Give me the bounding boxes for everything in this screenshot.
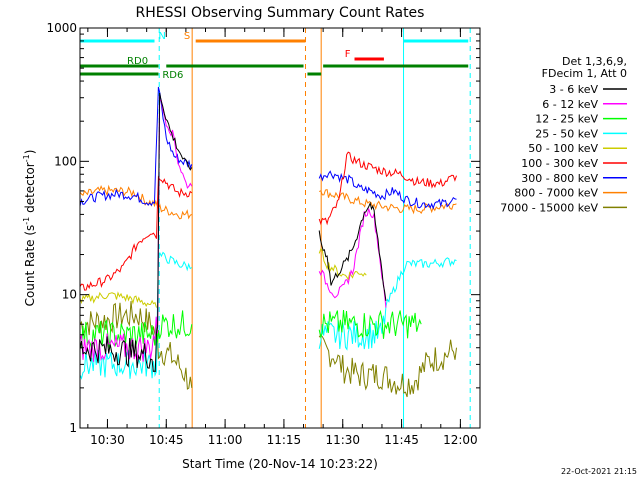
y-label-tail: detector <box>23 162 37 217</box>
series-line <box>318 247 367 281</box>
x-tick-label: 11:30 <box>325 433 360 447</box>
legend-label: 300 - 800 keV <box>521 172 598 185</box>
legend-label: 50 - 100 keV <box>528 142 598 155</box>
series-line <box>318 151 457 226</box>
plot-frame <box>79 27 481 429</box>
y-label-main: Count Rate (s <box>23 225 37 307</box>
y-tick-label: 1000 <box>46 21 77 35</box>
legend: Det 1,3,6,9,FDecim 1, Att 0 3 - 6 keV 6 - … <box>500 55 627 214</box>
flag-bars: N S F RD0 RD6 <box>80 31 469 81</box>
series-line <box>318 257 457 351</box>
footer-timestamp: 22-Oct-2021 21:15 <box>561 467 637 476</box>
series-line <box>318 333 457 398</box>
series-line <box>79 301 193 390</box>
chart-title: RHESSI Observing Summary Count Rates <box>136 5 425 21</box>
series-line <box>79 175 193 291</box>
legend-label: 800 - 7000 keV <box>514 187 598 200</box>
x-tick-label: 11:00 <box>208 433 243 447</box>
legend-label: 3 - 6 keV <box>549 83 598 96</box>
series-line <box>79 92 193 373</box>
series-line <box>79 291 157 308</box>
y-tick-label: 100 <box>54 154 77 168</box>
flag-label: S <box>184 31 190 42</box>
flag-label: F <box>345 49 351 60</box>
y-axis-ticks: 1 10 100 1000 <box>46 21 480 435</box>
legend-label: 6 - 12 keV <box>542 98 598 111</box>
legend-header: Det 1,3,6,9, <box>562 55 627 68</box>
legend-label: 25 - 50 keV <box>535 127 598 140</box>
y-axis-label: Count Rate (s-1 detector-1) <box>22 150 37 307</box>
y-tick-label: 1 <box>69 421 77 435</box>
series-line <box>318 201 387 301</box>
x-tick-label: 10:30 <box>90 433 125 447</box>
mode-change-lines <box>79 28 471 428</box>
legend-label: 7000 - 15000 keV <box>500 201 598 214</box>
legend-label: 100 - 300 keV <box>521 157 598 170</box>
series-line <box>79 86 193 207</box>
x-axis-label: Start Time (20-Nov-14 10:23:22) <box>182 457 378 471</box>
flag-label: RD0 <box>127 56 148 67</box>
y-label-close: ) <box>23 150 37 155</box>
flag-label: N <box>158 31 165 42</box>
series-group <box>79 86 457 398</box>
y-tick-label: 10 <box>62 288 77 302</box>
x-tick-label: 12:00 <box>443 433 478 447</box>
legend-header: FDecim 1, Att 0 <box>542 67 627 80</box>
x-axis-ticks: 10:30 10:45 11:00 11:15 11:30 11:45 12:00 <box>87 28 481 447</box>
legend-label: 12 - 25 keV <box>535 113 598 126</box>
x-tick-label: 11:45 <box>384 433 419 447</box>
series-line <box>318 309 422 339</box>
flag-label: RD6 <box>162 70 183 81</box>
x-tick-label: 10:45 <box>149 433 184 447</box>
y-label-sup: -1 <box>22 217 31 225</box>
y-label-sup2: -1 <box>22 154 31 162</box>
series-line <box>318 170 457 210</box>
x-tick-label: 11:15 <box>267 433 302 447</box>
series-line <box>318 208 387 308</box>
